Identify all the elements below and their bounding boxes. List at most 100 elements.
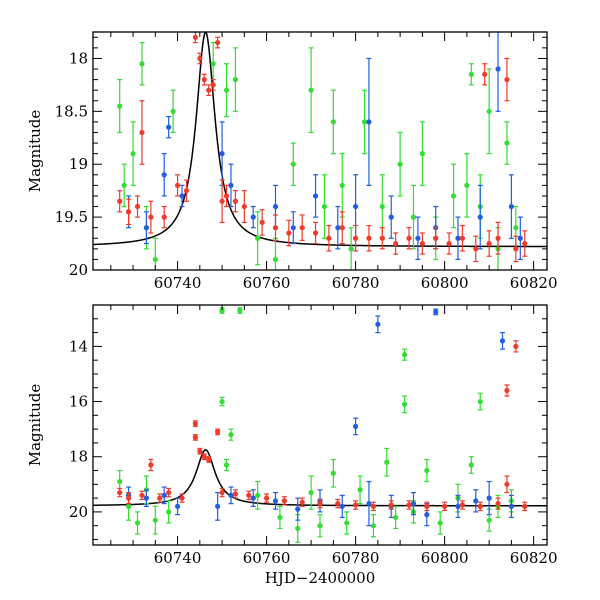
x-axis-title: HJD−2400000 [265, 569, 376, 587]
y-tick-label: 18 [69, 49, 88, 67]
blue-data-point [272, 491, 279, 510]
x-tick-label: 60780 [332, 274, 380, 292]
green-data-point [170, 89, 176, 134]
green-data-point [228, 428, 234, 441]
x-tick-label: 60740 [154, 549, 202, 567]
green-data-point [401, 395, 408, 414]
green-data-point [477, 392, 483, 411]
red-data-point [513, 340, 519, 353]
red-data-point [317, 498, 323, 509]
blue-data-point [215, 491, 221, 521]
red-data-point [393, 232, 399, 255]
plot-frame [92, 31, 548, 271]
red-data-point [459, 500, 466, 510]
blue-data-point [143, 489, 150, 507]
red-data-point [192, 420, 198, 427]
red-data-point [215, 36, 221, 49]
x-tick-label: 60820 [510, 274, 558, 292]
red-data-point [139, 100, 145, 165]
x-tick-label: 60760 [243, 274, 291, 292]
green-data-point [223, 458, 230, 472]
y-tick-label: 20 [69, 503, 88, 521]
blue-data-point [228, 486, 234, 505]
red-data-point [246, 490, 252, 501]
x-tick-label: 60820 [510, 549, 558, 567]
red-data-point [272, 214, 279, 241]
green-data-point [255, 211, 261, 266]
blue-data-point [295, 497, 301, 521]
blue-data-point [455, 494, 461, 519]
green-data-point [437, 511, 443, 535]
red-data-point [161, 205, 167, 229]
blue-data-point [366, 57, 372, 186]
blue-data-point [495, 32, 501, 112]
blue-data-point [375, 315, 381, 334]
blue-data-point [335, 205, 341, 250]
y-tick-label: 18 [69, 448, 88, 466]
green-data-point [317, 514, 323, 538]
blue-data-point [290, 211, 296, 245]
blue-data-point [473, 489, 479, 513]
blue-data-point [179, 184, 185, 208]
model-curve [93, 32, 547, 248]
red-data-point [134, 195, 141, 218]
green-data-point [130, 121, 136, 186]
green-data-point [117, 78, 123, 134]
red-data-point [495, 497, 501, 510]
red-data-point [174, 174, 181, 197]
red-data-point [157, 493, 163, 503]
red-data-point [522, 501, 528, 512]
green-data-point [464, 153, 470, 218]
red-data-point [522, 230, 528, 257]
green-data-point [166, 500, 172, 524]
red-data-point [299, 214, 305, 241]
bottom-light-curve-panel: 60740 60760 60780 60800 60820 14 16 18 20 Magnitu… [26, 304, 558, 587]
green-data-point [255, 480, 261, 510]
green-data-point [384, 447, 390, 477]
blue-data-point [312, 174, 319, 218]
red-data-point [446, 232, 452, 255]
blue-data-point [174, 497, 181, 516]
green-data-point [290, 142, 296, 186]
red-data-point [326, 224, 332, 252]
blue-data-point [366, 480, 372, 527]
red-data-point [201, 453, 207, 461]
red-data-point [406, 500, 412, 510]
y-tick-label: 18.5 [55, 102, 88, 120]
red-data-point [459, 224, 466, 252]
red-data-point [232, 489, 239, 499]
y-tick-label: 19 [69, 155, 88, 173]
red-data-point [486, 230, 492, 257]
red-data-point [166, 487, 172, 498]
green-data-point [330, 458, 336, 488]
y-tick-label: 19.5 [55, 208, 88, 226]
green-data-point [232, 47, 239, 112]
red-data-point [513, 235, 519, 263]
blue-data-point [508, 174, 514, 239]
red-data-point [353, 500, 359, 510]
red-data-point [504, 384, 510, 397]
green-data-point [344, 511, 350, 535]
green-data-point [330, 89, 336, 155]
green-data-point [152, 505, 158, 535]
green-data-point [277, 505, 283, 530]
red-data-point [281, 496, 287, 506]
blue-data-point [143, 211, 150, 245]
x-tick-label: 60740 [154, 274, 202, 292]
red-data-point [442, 501, 448, 512]
blue-data-point [455, 216, 461, 261]
red-data-point [504, 57, 510, 102]
red-data-point [148, 200, 154, 234]
green-data-point [339, 153, 345, 218]
green-data-point [393, 505, 399, 530]
green-data-point [397, 131, 403, 197]
red-data-point [370, 501, 377, 512]
blue-data-point [161, 486, 167, 505]
y-axis-title: Magnitude [26, 384, 44, 467]
red-data-point [263, 493, 270, 503]
green-data-point [121, 163, 127, 208]
green-data-point [468, 456, 474, 474]
red-data-point [473, 235, 479, 263]
red-data-point [339, 211, 345, 245]
red-data-point [433, 227, 439, 250]
